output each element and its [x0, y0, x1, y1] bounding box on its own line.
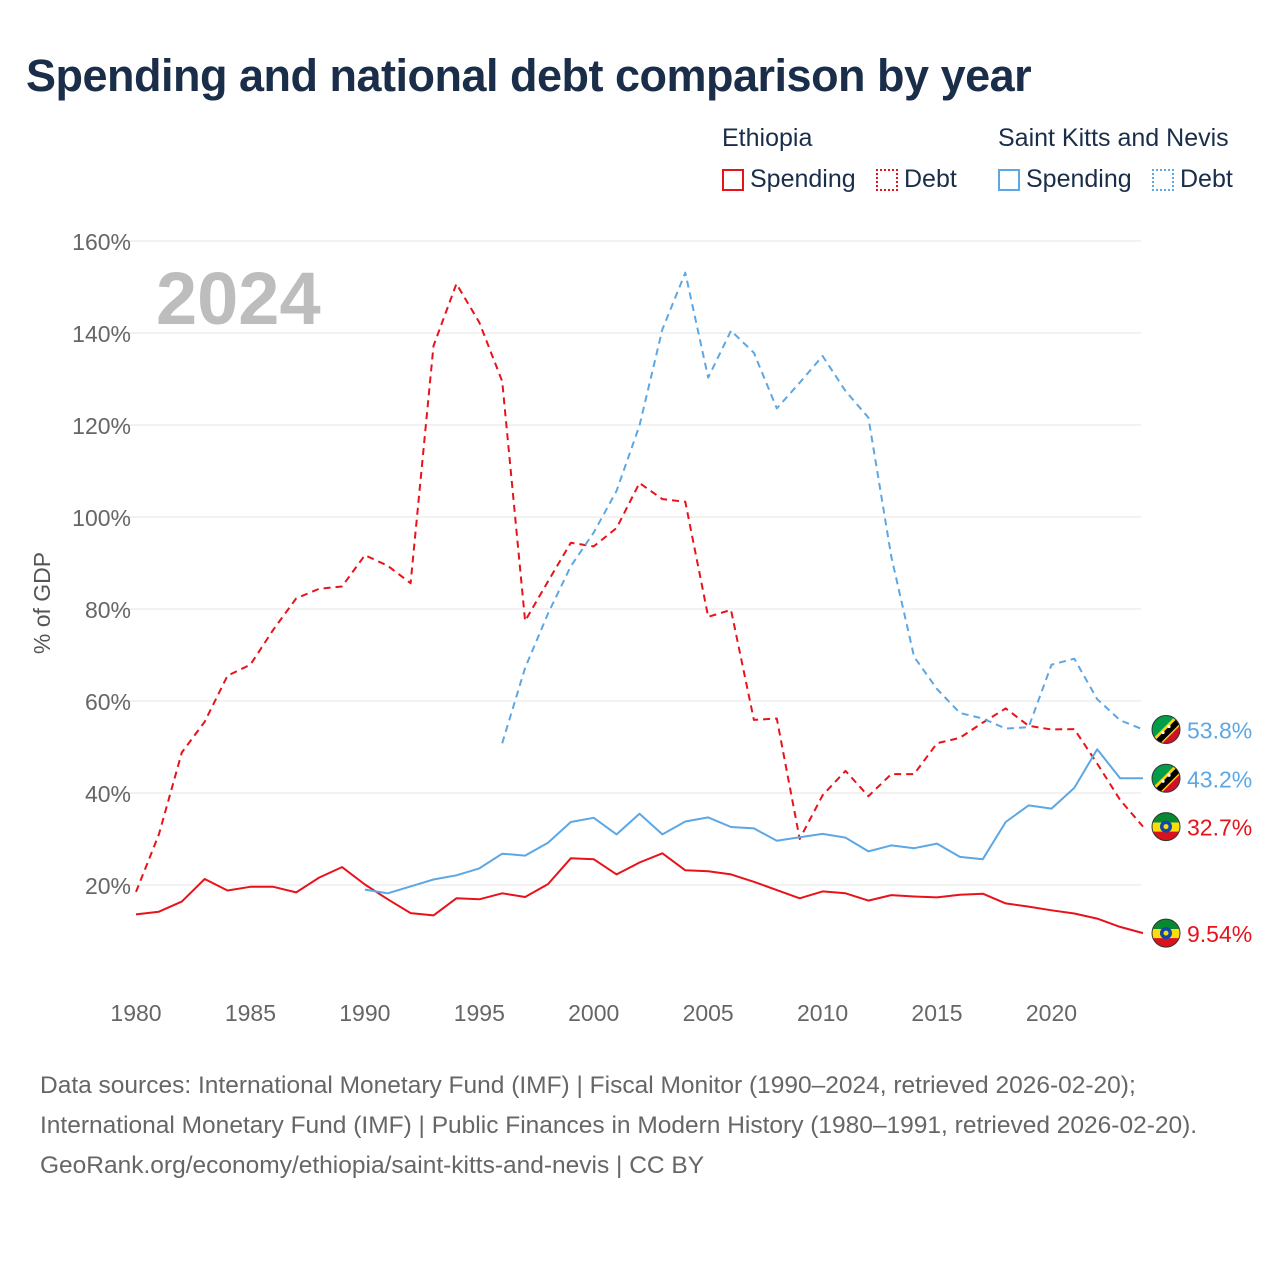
legend-label: Debt: [1180, 165, 1233, 193]
x-tick-label: 1980: [110, 1000, 161, 1026]
series-line-saint-kitts-and-nevis-spending: [364, 748, 1143, 895]
grid-lines: [113, 240, 1141, 886]
end-value-label: 53.8%: [1187, 718, 1252, 744]
series-line-ethiopia-debt: [135, 282, 1144, 893]
y-tick-label: 140%: [72, 321, 131, 347]
y-tick-label: 100%: [72, 505, 131, 531]
solid-line-swatch-icon: [998, 168, 1020, 191]
chart-title: Spending and national debt comparison by…: [26, 50, 1032, 101]
end-value-label: 32.7%: [1187, 815, 1252, 841]
y-tick-label: 20%: [85, 873, 131, 899]
x-tick-label: 1995: [454, 1000, 505, 1026]
year-watermark: 2024: [156, 257, 321, 340]
x-tick-label: 1990: [339, 1000, 390, 1026]
legend-label: Spending: [1026, 165, 1132, 193]
x-tick-label: 2020: [1026, 1000, 1077, 1026]
y-tick-label: 120%: [72, 413, 131, 439]
legend-item-skn-spending[interactable]: Spending: [998, 165, 1132, 194]
footer: Data sources: International Monetary Fun…: [40, 1066, 1240, 1186]
x-tick-label: 2005: [683, 1000, 734, 1026]
x-axis: 1980 1985 1990 1995 2000 2005 2010 2015 2020: [110, 1000, 1077, 1026]
x-tick-label: 2015: [911, 1000, 962, 1026]
legend-item-ethiopia-debt[interactable]: Debt: [876, 165, 957, 194]
end-value-label: 43.2%: [1187, 766, 1252, 792]
y-tick-label: 40%: [85, 781, 131, 807]
dotted-line-swatch-icon: [876, 168, 898, 191]
y-tick-label: 80%: [85, 597, 131, 623]
x-tick-label: 1985: [225, 1000, 276, 1026]
y-axis-label: % of GDP: [29, 552, 55, 654]
ethiopia-flag-icon: [1151, 812, 1181, 842]
solid-line-swatch-icon: [722, 168, 744, 191]
end-labels: 53.8% 43.2% 32.7% 9.54%: [1151, 715, 1252, 948]
legend-item-skn-debt[interactable]: Debt: [1152, 165, 1233, 194]
series-line-ethiopia-spending: [135, 852, 1144, 935]
end-value-label: 9.54%: [1187, 921, 1252, 947]
dotted-line-swatch-icon: [1152, 168, 1174, 191]
credit-link[interactable]: GeoRank.org/economy/ethiopia/saint-kitts…: [40, 1152, 705, 1179]
saint-kitts-and-nevis-flag-icon: [1151, 763, 1181, 793]
y-tick-label: 60%: [85, 689, 131, 715]
legend-label: Debt: [904, 165, 957, 193]
legend-group-ethiopia: Ethiopia: [722, 124, 813, 152]
y-axis: 20% 40% 60% 80% 100% 120% 140% 160%: [72, 229, 131, 899]
series-line-saint-kitts-and-nevis-debt: [501, 271, 1144, 744]
saint-kitts-and-nevis-flag-icon: [1151, 715, 1181, 745]
line-chart: 20% 40% 60% 80% 100% 120% 140% 160% 1980 1985 199…: [29, 229, 1252, 1026]
series-layer: [135, 271, 1144, 935]
legend-item-ethiopia-spending[interactable]: Spending: [722, 165, 856, 194]
x-tick-label: 2000: [568, 1000, 619, 1026]
y-tick-label: 160%: [72, 229, 131, 255]
legend-label: Spending: [750, 165, 856, 193]
legend-group-saint-kitts-and-nevis: Saint Kitts and Nevis: [998, 124, 1229, 152]
x-tick-label: 2010: [797, 1000, 848, 1026]
ethiopia-flag-icon: [1151, 918, 1181, 948]
data-sources: Data sources: International Monetary Fun…: [40, 1072, 1198, 1139]
